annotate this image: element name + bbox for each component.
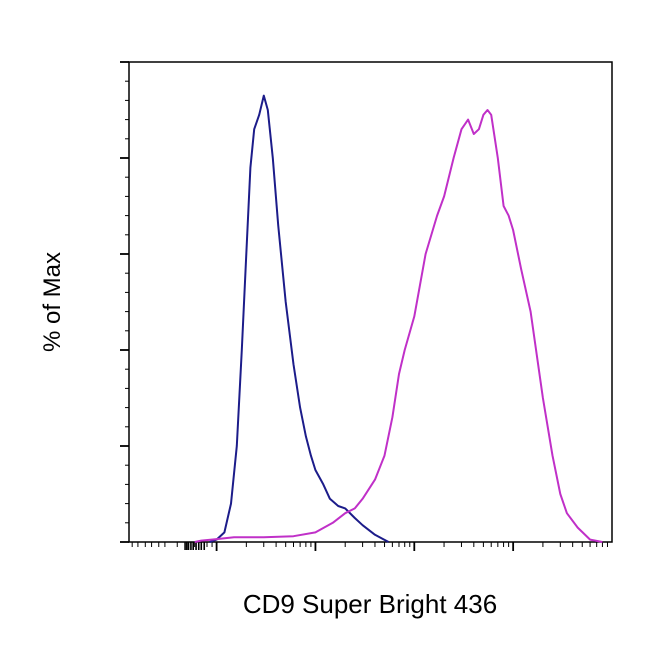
series-line-2: [194, 109, 603, 543]
x-axis-label: CD9 Super Bright 436: [243, 589, 497, 619]
plot-frame: [128, 61, 613, 543]
x-axis-ticks: [131, 542, 608, 551]
series-line-1: [209, 94, 390, 543]
series-layer: [194, 94, 603, 543]
y-axis-label: % of Max: [39, 252, 66, 352]
y-axis-ticks: [120, 61, 129, 543]
